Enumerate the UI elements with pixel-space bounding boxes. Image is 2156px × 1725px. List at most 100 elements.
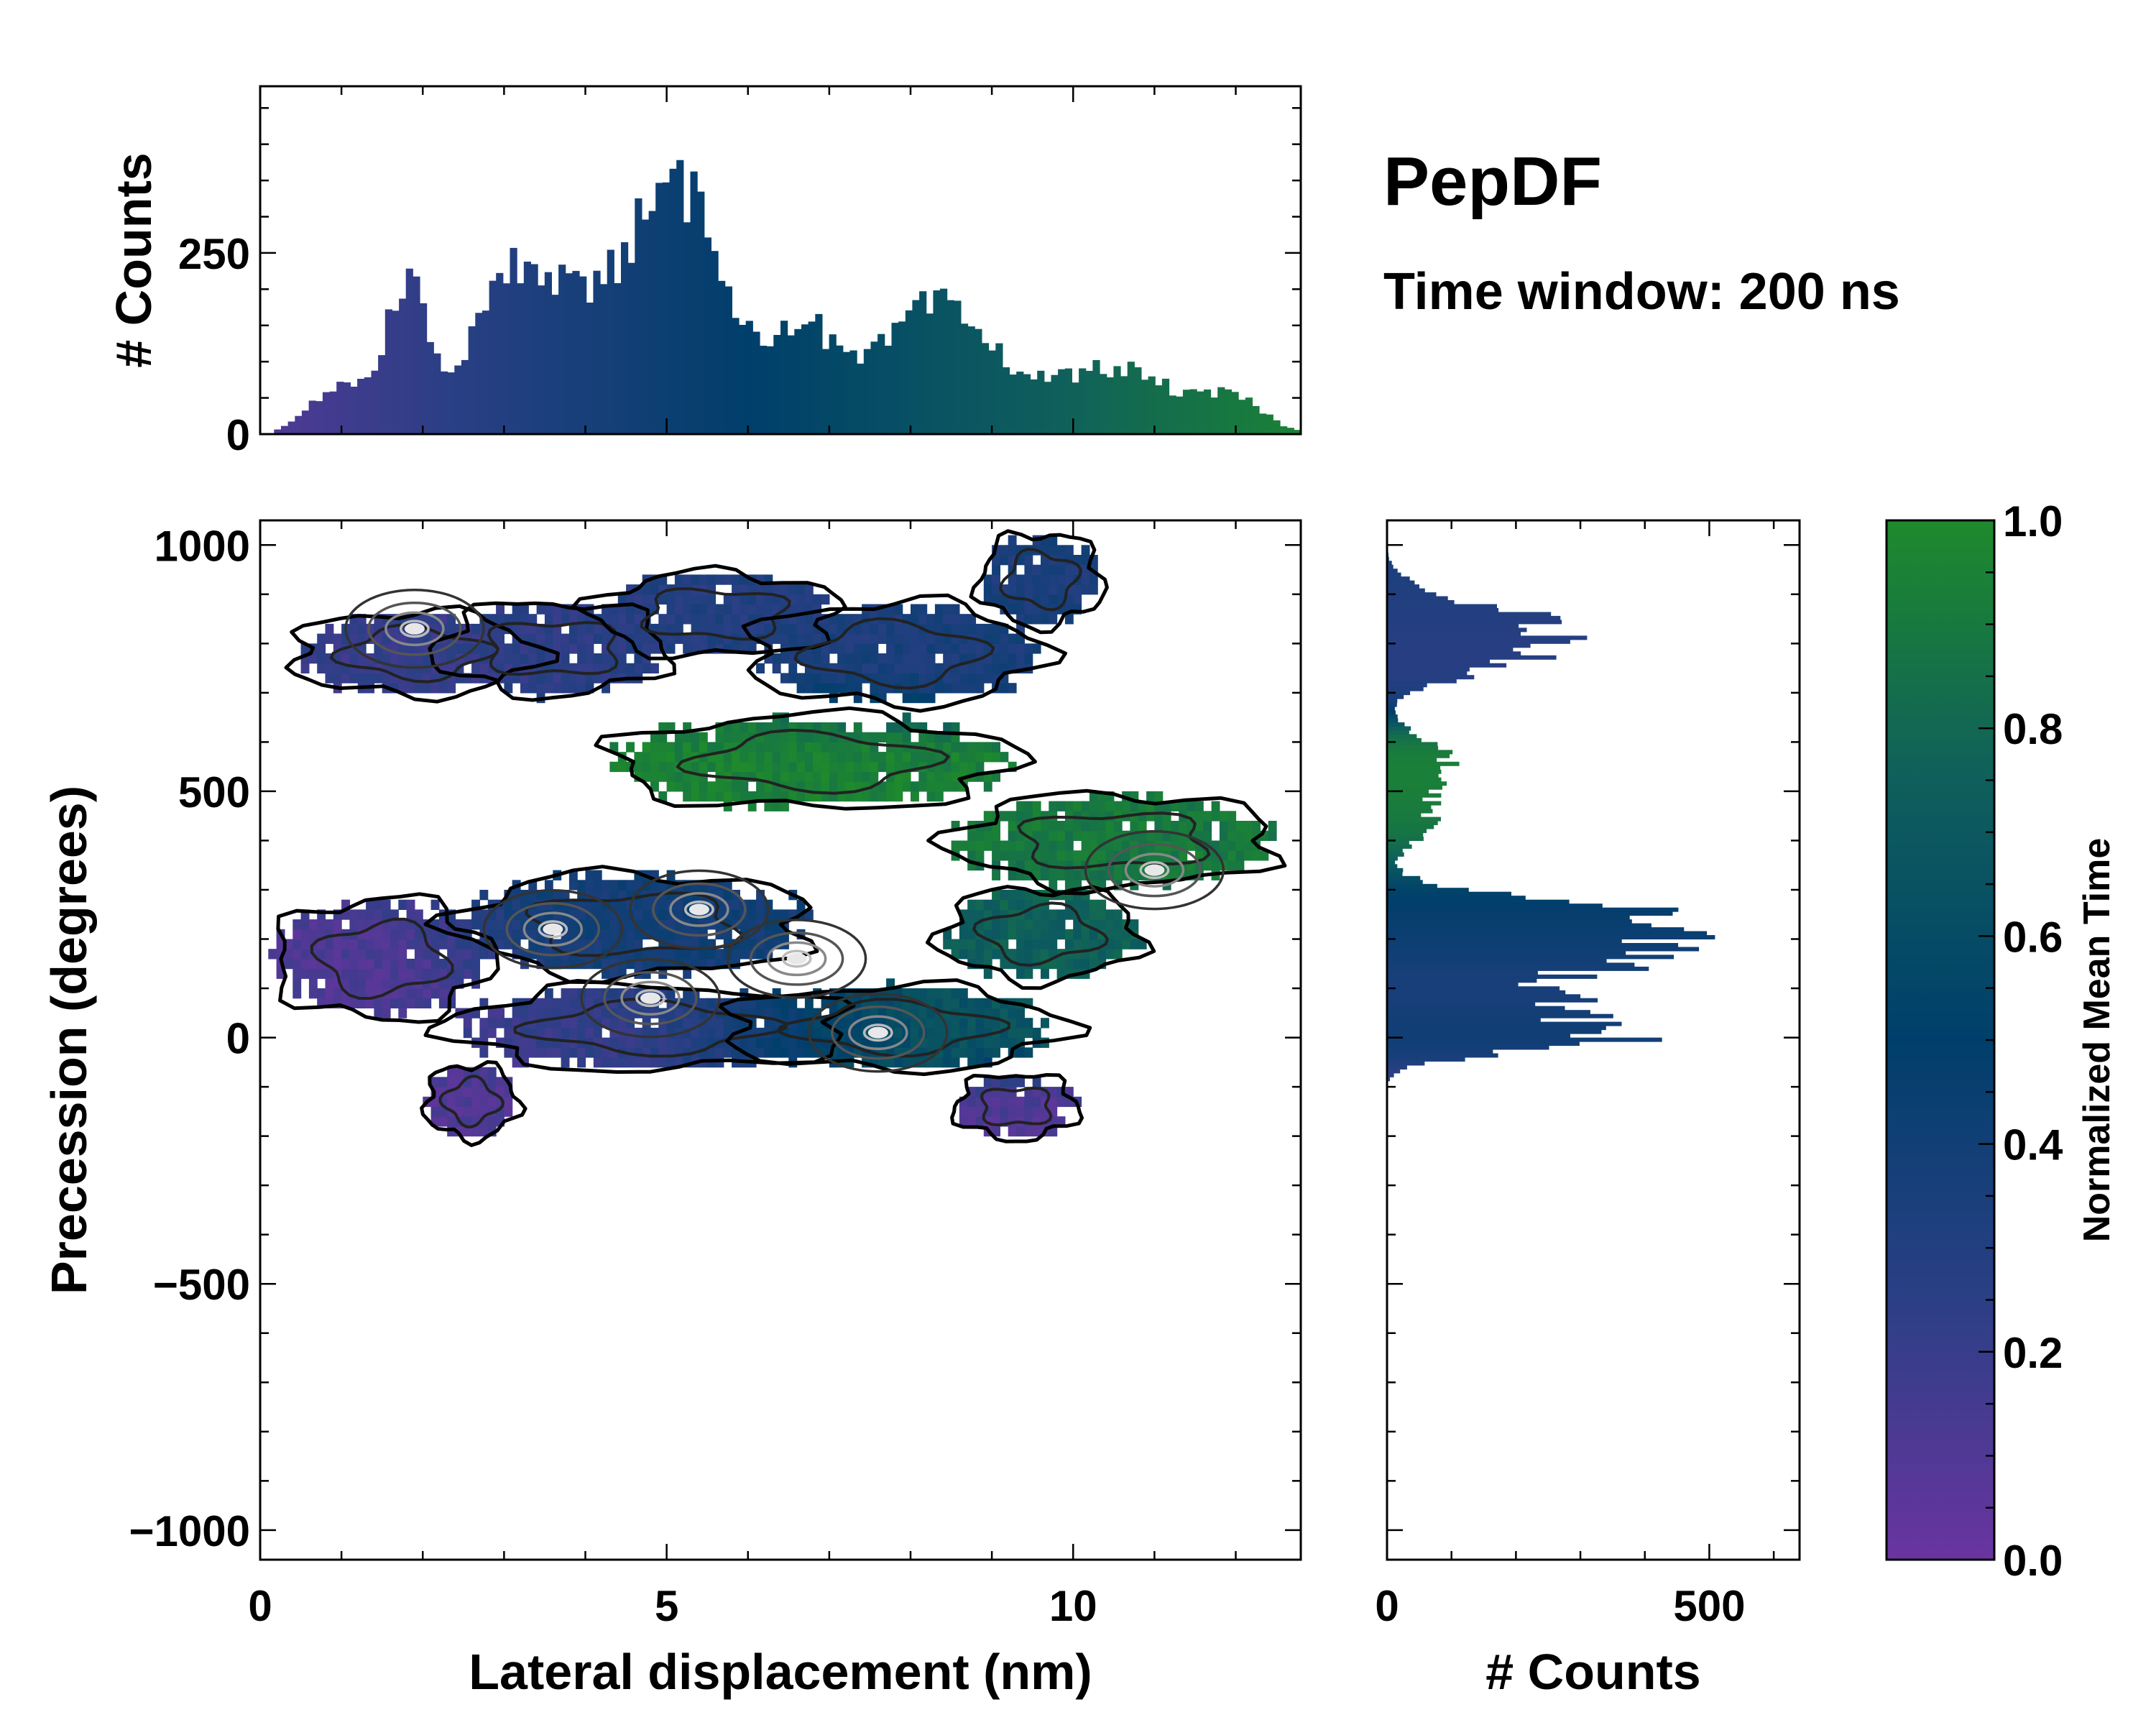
heatmap-cell bbox=[568, 919, 578, 930]
density-peak-contour bbox=[580, 957, 721, 1039]
top-hist-bar bbox=[1037, 370, 1045, 434]
heatmap-cell bbox=[1171, 870, 1179, 880]
heatmap-cell bbox=[707, 574, 717, 585]
heatmap-cell bbox=[732, 791, 740, 802]
heatmap-cell bbox=[707, 623, 717, 635]
heatmap-cell bbox=[544, 623, 553, 635]
heatmap-cell bbox=[845, 1057, 854, 1068]
right-hist-bar bbox=[1387, 694, 1404, 699]
heatmap-cell bbox=[553, 633, 562, 644]
heatmap-cell bbox=[536, 1008, 545, 1018]
top-hist-bar bbox=[482, 310, 490, 434]
heatmap-cell bbox=[1024, 1106, 1033, 1117]
heatmap-cell bbox=[796, 1037, 806, 1048]
heatmap-cell bbox=[732, 584, 740, 595]
heatmap-cell bbox=[568, 1008, 578, 1018]
heatmap-cell bbox=[911, 692, 919, 704]
heatmap-cell bbox=[593, 949, 602, 960]
heatmap-cell bbox=[992, 890, 1000, 901]
heatmap-cell bbox=[390, 968, 399, 979]
heatmap-cell bbox=[325, 673, 334, 684]
heatmap-cell bbox=[796, 761, 806, 773]
heatmap-cell bbox=[1000, 850, 1009, 861]
heatmap-cell bbox=[593, 623, 602, 635]
heatmap-cell bbox=[788, 663, 798, 673]
top-hist-bar bbox=[420, 303, 428, 434]
heatmap-cell bbox=[1041, 574, 1049, 585]
heatmap-cell bbox=[756, 1027, 765, 1039]
heatmap-cell bbox=[1032, 594, 1041, 605]
heatmap-cell bbox=[1041, 850, 1049, 861]
heatmap-cell bbox=[821, 761, 830, 773]
heatmap-cell bbox=[504, 683, 513, 694]
top-hist-bar bbox=[496, 272, 504, 434]
heatmap-cell bbox=[911, 722, 919, 733]
heatmap-cell bbox=[902, 653, 911, 664]
heatmap-cell bbox=[1000, 1027, 1009, 1039]
right-hist-bar bbox=[1387, 1029, 1602, 1034]
heatmap-cell bbox=[821, 771, 830, 782]
colorbar: 0.0 0.2 0.4 0.6 0.8 1.0 Normalized Mean … bbox=[1885, 497, 2118, 1585]
heatmap-cell bbox=[1154, 791, 1164, 802]
heatmap-cell bbox=[650, 870, 659, 880]
heatmap-cell bbox=[512, 1008, 521, 1018]
heatmap-cell bbox=[544, 604, 553, 615]
heatmap-cell bbox=[959, 929, 968, 940]
heatmap-cell bbox=[536, 1027, 545, 1039]
heatmap-cell bbox=[300, 909, 310, 920]
right-hist-bar bbox=[1387, 608, 1499, 612]
heatmap-cell bbox=[975, 958, 985, 970]
heatmap-cell bbox=[715, 732, 724, 742]
heatmap-cell bbox=[544, 899, 553, 910]
heatmap-cell bbox=[683, 761, 692, 773]
heatmap-cell bbox=[951, 663, 960, 673]
heatmap-cell bbox=[1041, 870, 1049, 880]
heatmap-cell bbox=[536, 998, 545, 1008]
heatmap-cell bbox=[1219, 821, 1228, 832]
top-hist-bar bbox=[690, 171, 698, 434]
right-hist-bar bbox=[1387, 998, 1598, 1003]
heatmap-cell bbox=[683, 732, 692, 742]
right-hist-bar bbox=[1387, 994, 1581, 999]
top-hist-bar bbox=[766, 346, 774, 434]
heatmap-cell bbox=[829, 781, 838, 792]
heatmap-cell bbox=[804, 653, 814, 664]
heatmap-cell bbox=[943, 1057, 952, 1068]
heatmap-cell bbox=[504, 1087, 513, 1098]
heatmap-cell bbox=[740, 574, 749, 585]
heatmap-cell bbox=[796, 653, 806, 664]
heatmap-cell bbox=[926, 663, 936, 673]
outer-contour bbox=[969, 529, 1109, 635]
heatmap-cell bbox=[756, 929, 765, 940]
heatmap-cell bbox=[496, 909, 505, 920]
heatmap-cell bbox=[1243, 821, 1253, 832]
heatmap-cell bbox=[528, 1047, 538, 1058]
heatmap-cell bbox=[715, 919, 724, 930]
heatmap-cell bbox=[707, 752, 717, 763]
heatmap-cell bbox=[707, 1037, 717, 1048]
heatmap-cell bbox=[870, 633, 879, 644]
heatmap-cell bbox=[1073, 880, 1082, 891]
heatmap-cell bbox=[1049, 919, 1058, 930]
heatmap-cell bbox=[658, 1047, 668, 1058]
heatmap-cell bbox=[602, 1037, 610, 1048]
heatmap-cell bbox=[496, 1096, 505, 1108]
heatmap-cell bbox=[813, 643, 822, 654]
heatmap-cell bbox=[1024, 653, 1033, 664]
heatmap-cell bbox=[992, 771, 1000, 782]
heatmap-cell bbox=[1032, 919, 1041, 930]
heatmap-cell bbox=[626, 1057, 635, 1068]
heatmap-cell bbox=[593, 1037, 602, 1048]
heatmap-cell bbox=[1203, 821, 1212, 832]
heatmap-cell bbox=[918, 771, 928, 782]
heatmap-cell bbox=[357, 653, 367, 664]
heatmap-cell bbox=[520, 899, 529, 910]
heatmap-cell bbox=[992, 1018, 1000, 1029]
heatmap-cell bbox=[813, 761, 822, 773]
right-hist-bar bbox=[1387, 966, 1649, 971]
heatmap-cell bbox=[1041, 909, 1049, 920]
top-hist-bar bbox=[413, 276, 420, 434]
heatmap-cell bbox=[683, 968, 692, 979]
top-hist-bar bbox=[1169, 395, 1176, 434]
heatmap-cell bbox=[528, 623, 538, 635]
